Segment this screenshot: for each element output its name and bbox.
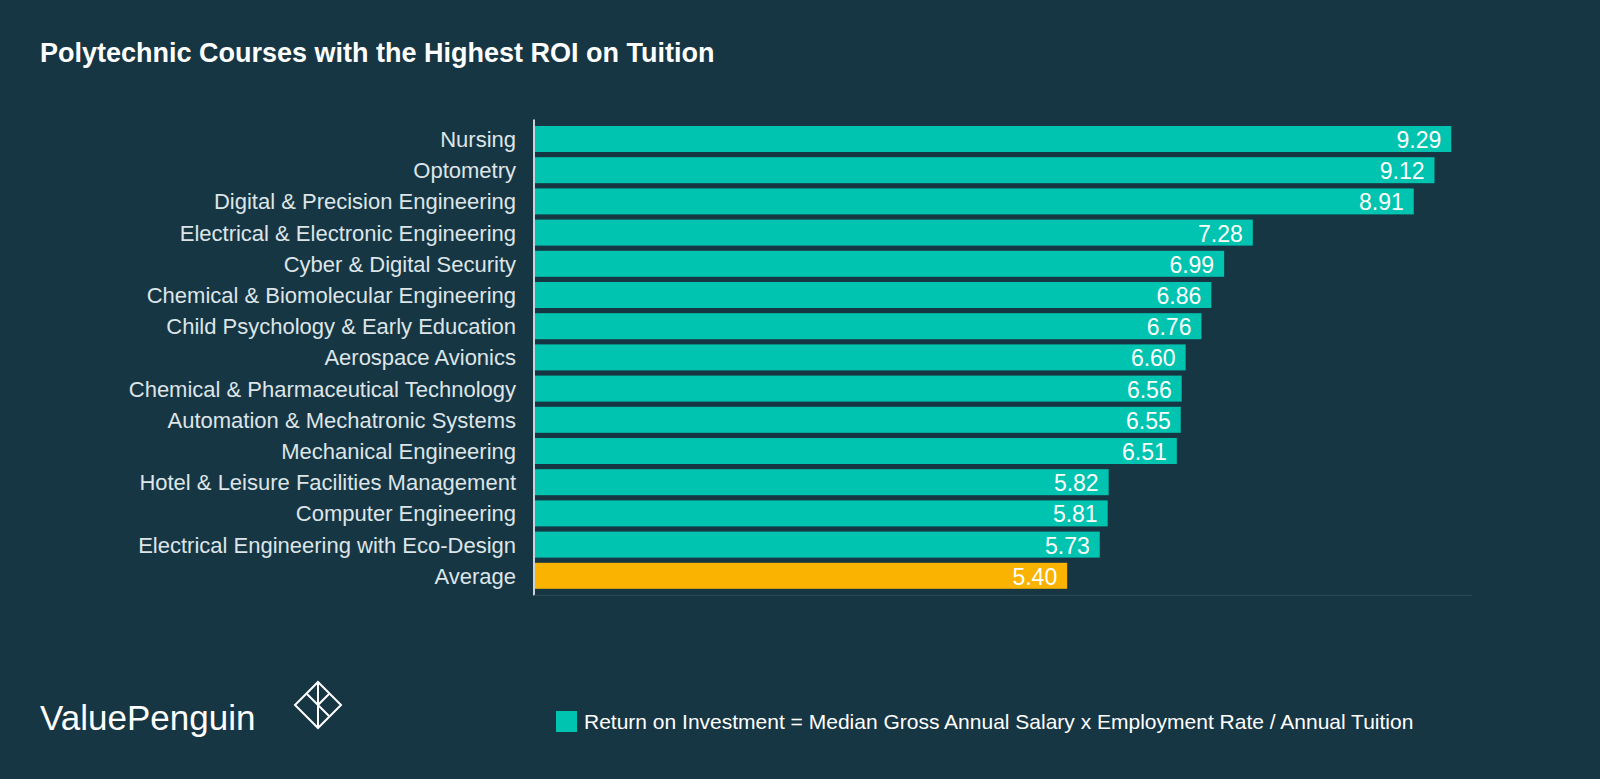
category-label: Chemical & Pharmaceutical Technology xyxy=(129,377,516,402)
data-label: 9.29 xyxy=(1396,127,1441,153)
data-label: 5.82 xyxy=(1054,470,1099,496)
category-label: Automation & Mechatronic Systems xyxy=(168,408,516,433)
data-label: 6.55 xyxy=(1126,408,1171,434)
data-label: 6.86 xyxy=(1157,283,1202,309)
data-label: 6.56 xyxy=(1127,377,1172,403)
category-label: Chemical & Biomolecular Engineering xyxy=(147,283,516,308)
data-label: 6.51 xyxy=(1122,439,1167,465)
chart: Polytechnic Courses with the Highest ROI… xyxy=(0,0,1600,779)
bar xyxy=(534,500,1108,526)
bar xyxy=(534,313,1201,339)
category-label: Nursing xyxy=(440,127,516,152)
data-label: 6.99 xyxy=(1169,252,1214,278)
bar xyxy=(534,407,1181,433)
background xyxy=(0,0,1600,779)
category-label: Child Psychology & Early Education xyxy=(166,314,516,339)
logo-icon xyxy=(295,682,341,728)
bar xyxy=(534,438,1177,464)
category-label: Hotel & Leisure Facilities Management xyxy=(139,470,516,495)
data-label: 5.73 xyxy=(1045,533,1090,559)
legend-swatch xyxy=(556,711,577,732)
bar xyxy=(534,188,1414,214)
bar xyxy=(534,563,1067,589)
legend-label: Return on Investment = Median Gross Annu… xyxy=(584,710,1413,733)
category-axis xyxy=(533,119,535,595)
data-label: 5.40 xyxy=(1012,564,1057,590)
bar xyxy=(534,126,1451,152)
data-label: 7.28 xyxy=(1198,221,1243,247)
category-label: Optometry xyxy=(413,158,516,183)
bar xyxy=(534,282,1211,308)
legend: Return on Investment = Median Gross Annu… xyxy=(556,710,1413,733)
category-label: Average xyxy=(434,564,516,589)
bar xyxy=(534,251,1224,277)
bar xyxy=(534,157,1434,183)
data-label: 6.60 xyxy=(1131,345,1176,371)
bar xyxy=(534,376,1182,402)
logo-lines xyxy=(307,682,329,728)
data-label: 8.91 xyxy=(1359,189,1404,215)
bar xyxy=(534,344,1186,370)
data-label: 5.81 xyxy=(1053,501,1098,527)
source: ValuePenguin xyxy=(40,698,255,737)
category-label: Digital & Precision Engineering xyxy=(214,189,516,214)
category-label: Electrical Engineering with Eco-Design xyxy=(138,533,516,558)
category-label: Aerospace Avionics xyxy=(324,345,516,370)
bars xyxy=(534,126,1451,589)
value-axis xyxy=(534,595,1472,596)
title: Polytechnic Courses with the Highest ROI… xyxy=(40,38,715,68)
bar xyxy=(534,469,1109,495)
category-label: Electrical & Electronic Engineering xyxy=(180,221,516,246)
category-label: Cyber & Digital Security xyxy=(284,252,516,277)
category-label: Mechanical Engineering xyxy=(281,439,516,464)
logo-diamond xyxy=(295,682,341,728)
category-label: Computer Engineering xyxy=(296,501,516,526)
data-label: 6.76 xyxy=(1147,314,1192,340)
data-label: 9.12 xyxy=(1380,158,1425,184)
bar xyxy=(534,532,1100,558)
bar xyxy=(534,220,1253,246)
